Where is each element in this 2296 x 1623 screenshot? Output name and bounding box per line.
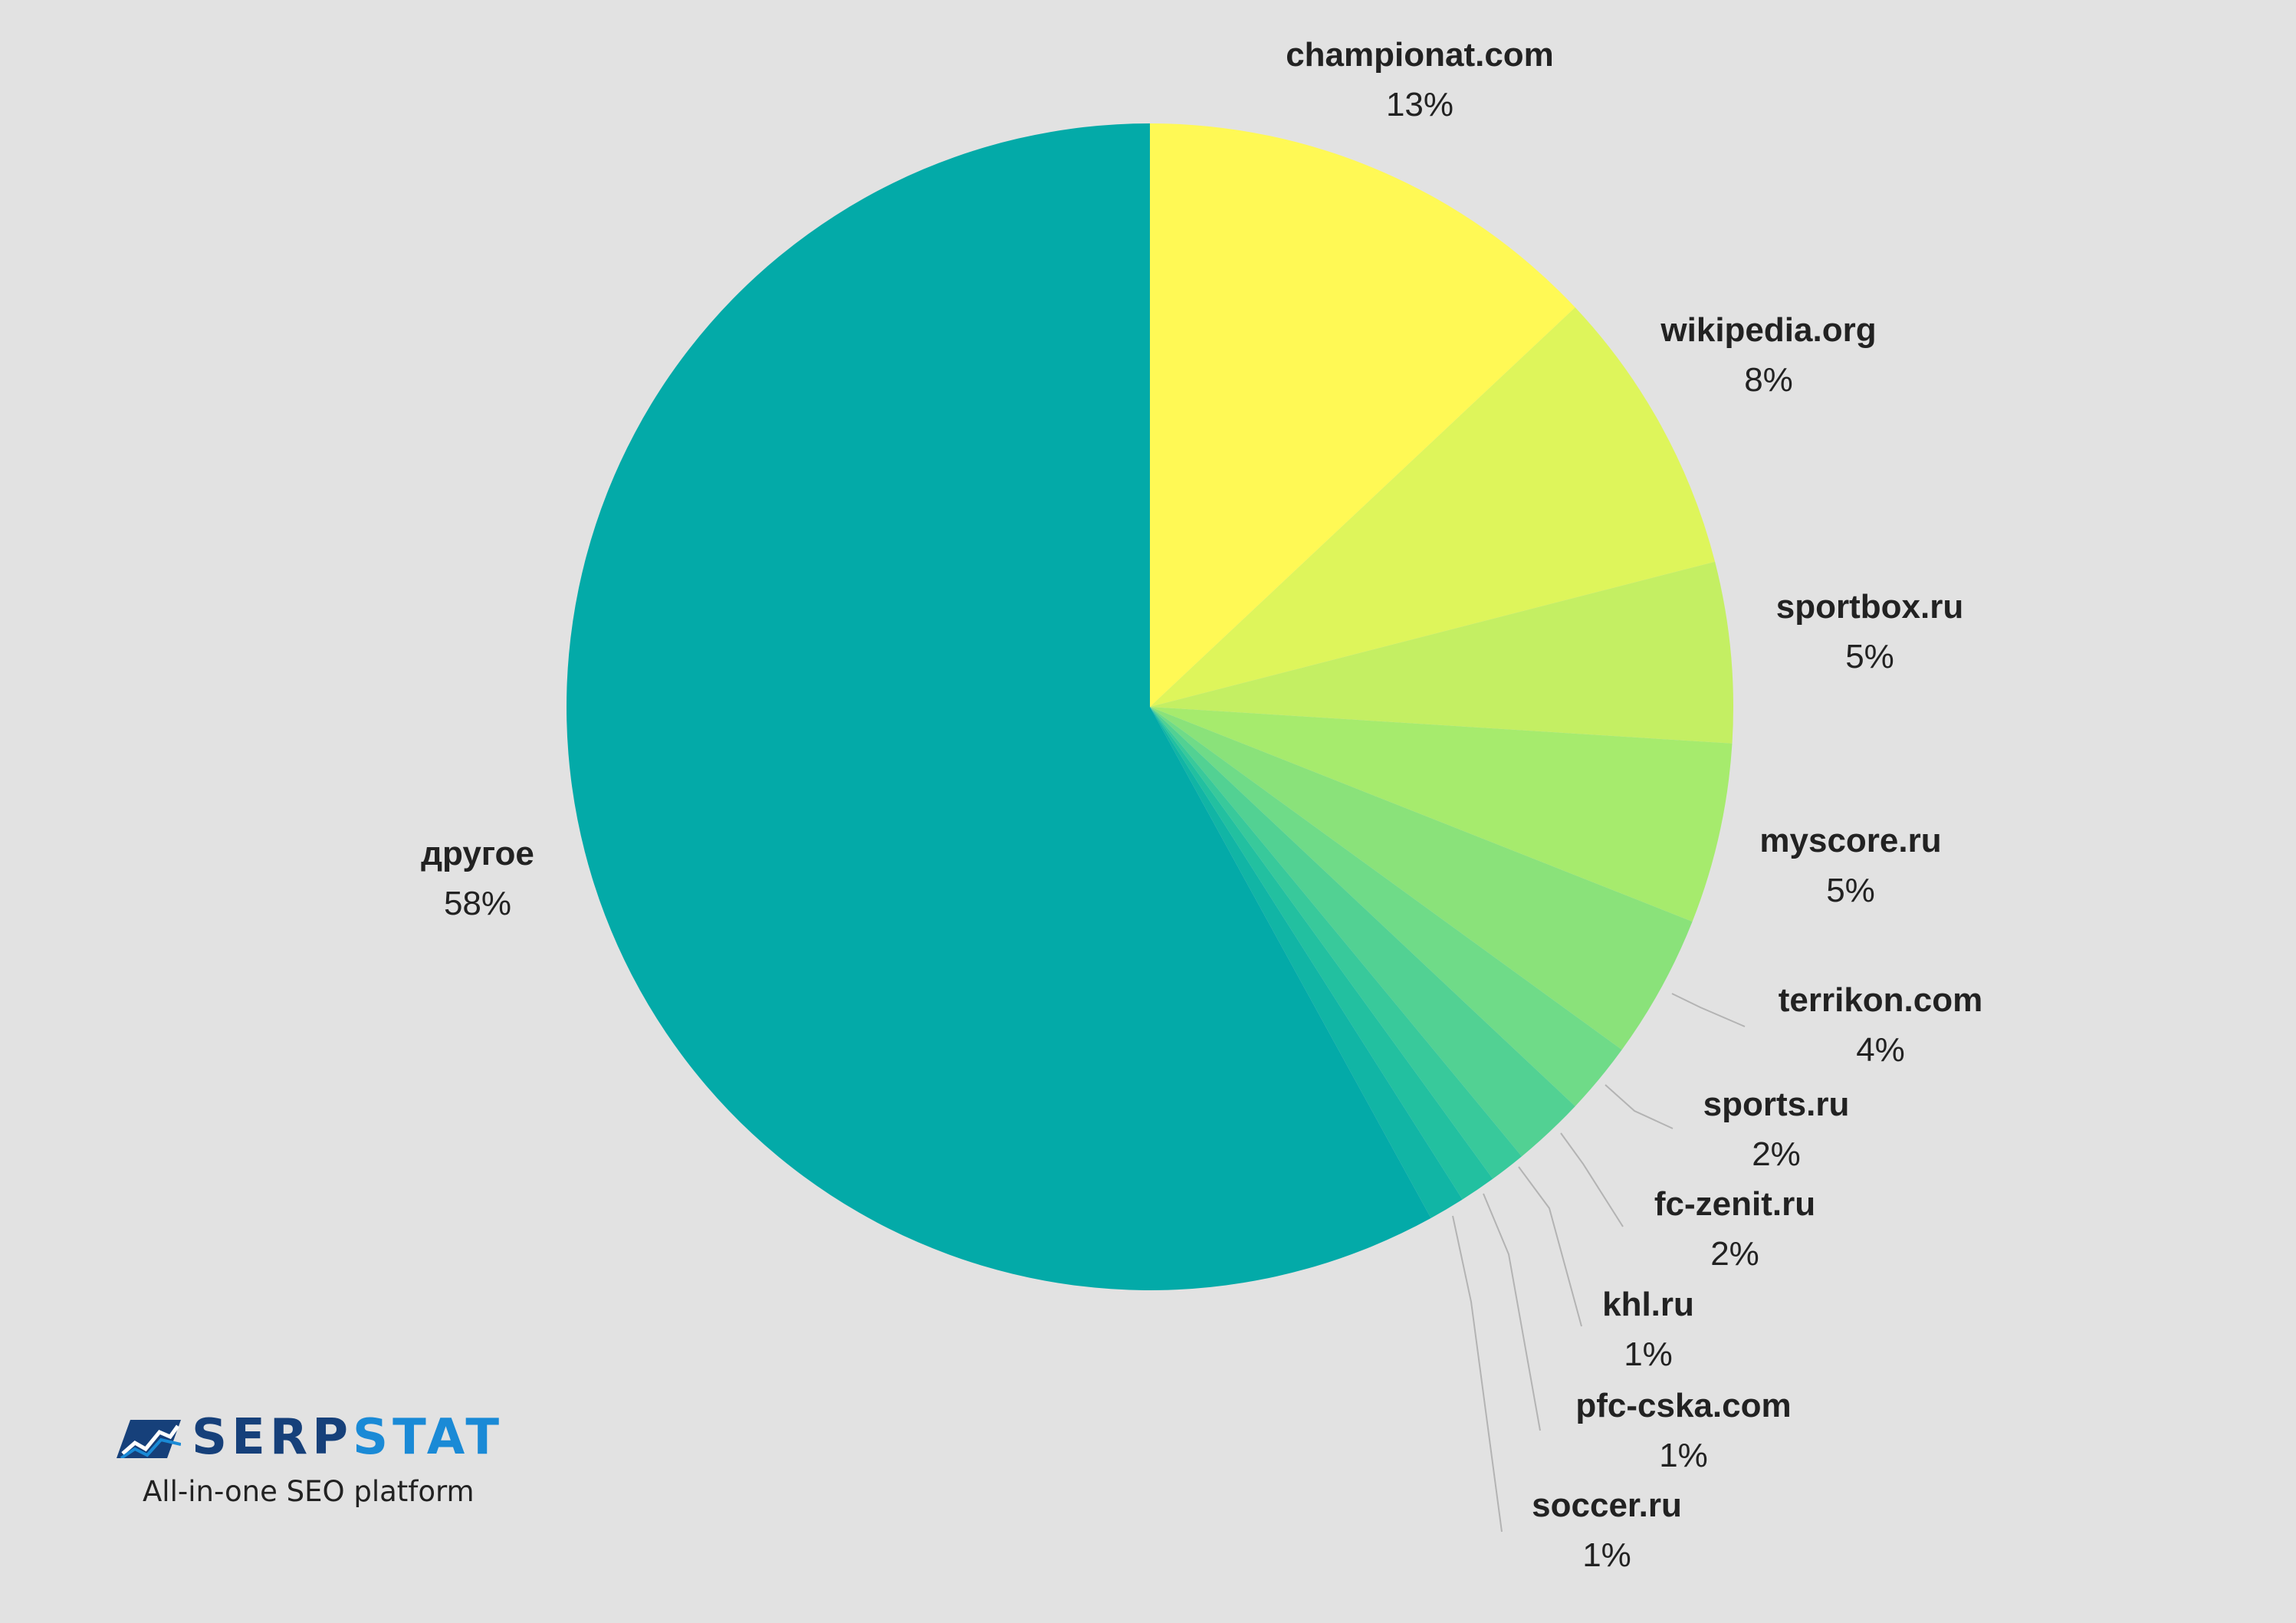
slice-label: terrikon.com [1779,981,1983,1019]
leader-line [1518,1166,1582,1327]
slice-value-label: 5% [1845,638,1894,675]
slice-label: sports.ru [1703,1086,1850,1123]
slice-value-label: 2% [1710,1235,1759,1273]
pie-slice-wikipedia-org [1150,307,1716,707]
slice-value-label: 13% [1386,86,1453,123]
pie-slice-другое [566,123,1431,1291]
leader-line [1560,1132,1624,1227]
pie-slice-fc-zenit-ru [1150,707,1575,1157]
slice-label: sportbox.ru [1776,588,1963,626]
slice-value-label: 1% [1624,1336,1673,1373]
slice-label: wikipedia.org [1660,311,1876,349]
serpstat-brand: SERPSTAT All-in-one SEO platform [117,1411,515,1520]
slice-label: myscore.ru [1759,822,1941,859]
brand-name: SERPSTAT [192,1411,504,1464]
pie-slice-myscore-ru [1150,707,1733,922]
pie-slice-sportbox-ru [1150,561,1734,744]
slice-label: fc-zenit.ru [1654,1185,1815,1223]
serpstat-logo-icon [117,1420,181,1458]
leader-line [1605,1084,1674,1129]
pie-labels: championat.com 13% wikipedia.org 8% sportbox… [421,36,1982,1574]
slice-label: soccer.ru [1532,1487,1682,1524]
brand-row: SERPSTAT [117,1411,515,1466]
pie-slice-terrikon-com [1150,707,1693,1050]
slice-label: другое [421,835,534,872]
brand-name-part-serp: SERP [192,1409,353,1466]
pie-slice-sports-ru [1150,707,1622,1106]
pie-slice-khl-ru [1150,707,1522,1179]
leader-line [1671,993,1746,1027]
slice-label: pfc-cska.com [1575,1387,1791,1424]
slice-value-label: 5% [1826,872,1875,909]
slice-value-label: 1% [1659,1437,1708,1474]
pie-leader-lines [1452,993,1746,1533]
brand-name-part-stat: STAT [353,1409,504,1466]
leader-line [1483,1193,1541,1431]
brand-tagline: All-in-one SEO platform [143,1475,475,1508]
slice-value-label: 2% [1752,1135,1801,1173]
slice-label: championat.com [1286,36,1554,74]
slice-value-label: 1% [1582,1536,1631,1574]
pie-slice-championat-com [1150,123,1575,707]
pie-slice-pfc-cska-com [1150,707,1493,1200]
slice-label: khl.ru [1602,1286,1694,1323]
pie-slice-soccer-ru [1150,707,1463,1218]
slice-value-label: 58% [444,885,511,922]
slice-value-label: 8% [1744,361,1793,399]
leader-line [1452,1215,1503,1533]
slice-value-label: 4% [1856,1031,1905,1069]
pie-slices [566,123,1734,1291]
